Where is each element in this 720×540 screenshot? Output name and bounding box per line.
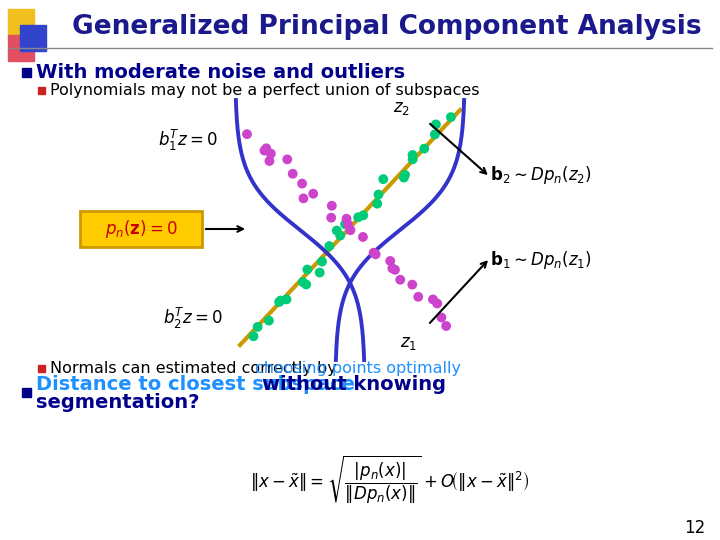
Text: segmentation?: segmentation? xyxy=(36,393,199,411)
Point xyxy=(281,295,292,303)
Point xyxy=(323,242,335,251)
Point xyxy=(297,278,309,286)
Text: $b_1^T z = 0$: $b_1^T z = 0$ xyxy=(158,127,218,152)
Text: $b_2^T z = 0$: $b_2^T z = 0$ xyxy=(163,306,223,330)
Point xyxy=(264,157,275,165)
Point xyxy=(274,298,285,306)
Point xyxy=(263,316,274,325)
Point xyxy=(373,190,384,199)
Point xyxy=(258,146,270,155)
Point xyxy=(287,170,299,178)
Text: choosing points optimally: choosing points optimally xyxy=(255,361,461,375)
Bar xyxy=(8,9,34,35)
Point xyxy=(331,226,343,235)
Bar xyxy=(20,25,46,51)
Text: $\mathbf{b}_1 \sim Dp_n(z_1)$: $\mathbf{b}_1 \sim Dp_n(z_1)$ xyxy=(490,249,592,271)
Point xyxy=(339,220,351,228)
Text: With moderate noise and outliers: With moderate noise and outliers xyxy=(36,63,405,82)
Text: without knowing: without knowing xyxy=(262,375,446,394)
Point xyxy=(390,266,401,274)
Bar xyxy=(38,87,45,94)
Point xyxy=(261,144,272,153)
Point xyxy=(368,248,379,257)
Point xyxy=(370,250,382,259)
Point xyxy=(241,130,253,138)
Point xyxy=(275,296,287,305)
Text: Distance to closest subspace: Distance to closest subspace xyxy=(36,375,361,394)
Point xyxy=(372,199,383,208)
Point xyxy=(307,190,319,198)
Point xyxy=(316,257,328,266)
Point xyxy=(398,173,410,182)
Bar xyxy=(38,365,45,372)
Point xyxy=(399,171,410,179)
Point xyxy=(358,211,369,220)
Text: 12: 12 xyxy=(684,519,705,537)
Point xyxy=(248,332,259,341)
Point xyxy=(441,322,452,330)
Point xyxy=(387,264,398,273)
Point xyxy=(377,175,389,184)
Text: Polynomials may not be a perfect union of subspaces: Polynomials may not be a perfect union o… xyxy=(50,83,480,98)
Point xyxy=(265,149,276,158)
Point xyxy=(342,220,354,229)
Point xyxy=(326,201,338,210)
Bar xyxy=(22,388,31,397)
Text: $z_1$: $z_1$ xyxy=(400,334,417,352)
Point xyxy=(325,213,337,222)
Point xyxy=(413,293,424,301)
Text: $\mathbf{b}_2 \sim Dp_n(z_2)$: $\mathbf{b}_2 \sim Dp_n(z_2)$ xyxy=(490,164,592,186)
Bar xyxy=(8,35,34,61)
Point xyxy=(445,113,456,122)
FancyBboxPatch shape xyxy=(80,211,202,247)
Point xyxy=(314,268,325,277)
Point xyxy=(429,130,441,139)
Point xyxy=(352,213,364,221)
Text: $\|x - \tilde{x}\| = \sqrt{\dfrac{|p_n(x)|}{\|Dp_n(x)\|}} + O\!\left(\|x-\tilde{: $\|x - \tilde{x}\| = \sqrt{\dfrac{|p_n(x… xyxy=(251,454,530,507)
Point xyxy=(430,120,441,129)
Point xyxy=(302,265,313,274)
Bar xyxy=(22,68,31,77)
Text: Generalized Principal Component Analysis: Generalized Principal Component Analysis xyxy=(72,14,701,40)
Point xyxy=(418,144,430,153)
Point xyxy=(395,275,406,284)
Point xyxy=(335,231,346,240)
Point xyxy=(357,233,369,241)
Point xyxy=(407,151,418,159)
Point xyxy=(297,194,309,202)
Point xyxy=(407,155,418,164)
Point xyxy=(427,295,438,304)
Point xyxy=(341,214,352,223)
Point xyxy=(436,313,447,322)
Point xyxy=(431,299,443,308)
Point xyxy=(297,179,308,188)
Point xyxy=(282,155,293,164)
Text: $z_2$: $z_2$ xyxy=(393,99,410,117)
Point xyxy=(384,256,396,265)
Text: Normals can estimated correctly by: Normals can estimated correctly by xyxy=(50,361,342,375)
Point xyxy=(407,280,418,289)
Point xyxy=(300,280,312,289)
Point xyxy=(252,322,264,331)
Point xyxy=(345,226,356,234)
Text: $p_n(\mathbf{z}) = 0$: $p_n(\mathbf{z}) = 0$ xyxy=(104,218,178,240)
